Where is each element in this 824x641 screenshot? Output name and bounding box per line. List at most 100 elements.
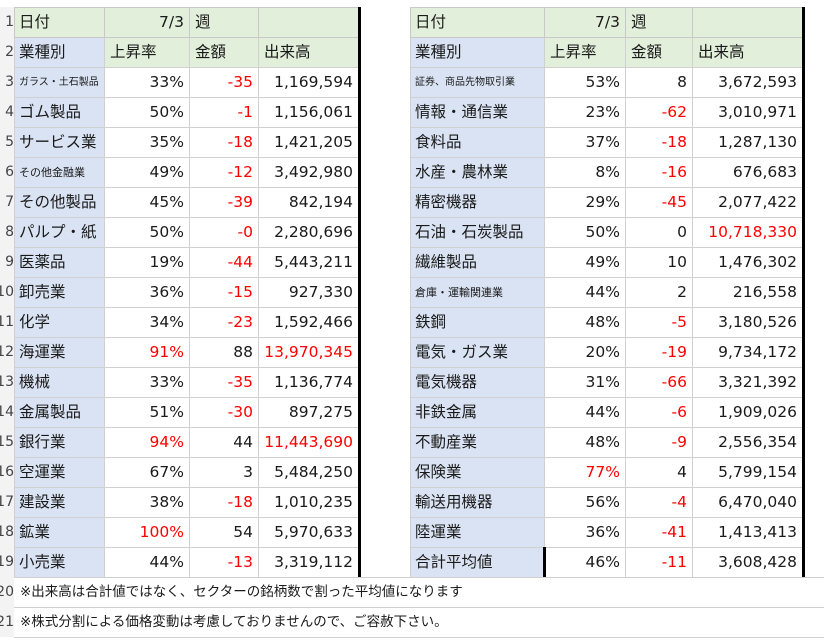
row-number[interactable]: 1: [0, 7, 14, 37]
rate-cell[interactable]: 44%: [544, 397, 626, 428]
sector-name-cell[interactable]: 金属製品: [14, 397, 105, 428]
amount-cell[interactable]: -1: [189, 97, 259, 128]
row-number[interactable]: 5: [0, 127, 14, 157]
volume-cell[interactable]: 897,275: [258, 397, 361, 428]
volume-cell[interactable]: 2,077,422: [692, 187, 805, 218]
amount-cell[interactable]: -44: [189, 247, 259, 278]
volume-cell[interactable]: 13,970,345: [258, 337, 361, 368]
rate-header-cell[interactable]: 上昇率: [544, 37, 626, 68]
rate-cell[interactable]: 51%: [104, 397, 190, 428]
date-label-cell[interactable]: 日付: [410, 7, 545, 38]
amount-cell[interactable]: -30: [189, 397, 259, 428]
sector-name-cell[interactable]: 機械: [14, 367, 105, 398]
volume-header-cell[interactable]: 出来高: [692, 37, 805, 68]
rate-cell[interactable]: 33%: [104, 67, 190, 98]
sector-name-cell[interactable]: 電気・ガス業: [410, 337, 545, 368]
rate-cell[interactable]: 67%: [104, 457, 190, 488]
amount-cell[interactable]: 8: [625, 67, 693, 98]
category-header-cell[interactable]: 業種別: [410, 37, 545, 68]
volume-cell[interactable]: 3,321,392: [692, 367, 805, 398]
date-label-cell[interactable]: 日付: [14, 7, 105, 38]
row-number[interactable]: 14: [0, 397, 14, 427]
rate-cell[interactable]: 46%: [543, 547, 626, 578]
rate-cell[interactable]: 29%: [544, 187, 626, 218]
volume-cell[interactable]: 2,556,354: [692, 427, 805, 458]
amount-header-cell[interactable]: 金額: [625, 37, 693, 68]
volume-cell[interactable]: 10,718,330: [692, 217, 805, 248]
row-number[interactable]: 7: [0, 187, 14, 217]
rate-cell[interactable]: 49%: [544, 247, 626, 278]
sector-name-cell[interactable]: 石油・石炭製品: [410, 217, 545, 248]
amount-cell[interactable]: 44: [189, 427, 259, 458]
volume-cell[interactable]: 3,492,980: [258, 157, 361, 188]
volume-cell[interactable]: 1,592,466: [258, 307, 361, 338]
amount-cell[interactable]: 4: [625, 457, 693, 488]
volume-cell[interactable]: 6,470,040: [692, 487, 805, 518]
row-number[interactable]: 18: [0, 517, 14, 547]
sector-name-cell[interactable]: 不動産業: [410, 427, 545, 458]
row-number[interactable]: 6: [0, 157, 14, 187]
volume-cell[interactable]: 1,476,302: [692, 247, 805, 278]
amount-cell[interactable]: -13: [189, 547, 259, 578]
amount-header-cell[interactable]: 金額: [189, 37, 259, 68]
rate-cell[interactable]: 44%: [544, 277, 626, 308]
volume-cell[interactable]: 3,672,593: [692, 67, 805, 98]
row-number[interactable]: 10: [0, 277, 14, 307]
amount-cell[interactable]: -66: [625, 367, 693, 398]
rate-cell[interactable]: 48%: [544, 307, 626, 338]
volume-cell[interactable]: 5,484,250: [258, 457, 361, 488]
volume-cell[interactable]: 3,319,112: [258, 547, 361, 578]
amount-cell[interactable]: -0: [189, 217, 259, 248]
rate-cell[interactable]: 34%: [104, 307, 190, 338]
rate-cell[interactable]: 31%: [544, 367, 626, 398]
rate-cell[interactable]: 19%: [104, 247, 190, 278]
sector-name-cell[interactable]: その他製品: [14, 187, 105, 218]
sector-name-cell[interactable]: 精密機器: [410, 187, 545, 218]
row-number[interactable]: 15: [0, 427, 14, 457]
amount-cell[interactable]: 54: [189, 517, 259, 548]
row-number[interactable]: 21: [0, 607, 14, 637]
rate-cell[interactable]: 53%: [544, 67, 626, 98]
volume-cell[interactable]: 2,280,696: [258, 217, 361, 248]
sector-name-cell[interactable]: 合計平均値: [410, 547, 545, 578]
row-number[interactable]: 3: [0, 67, 14, 97]
sector-name-cell[interactable]: 水産・農林業: [410, 157, 545, 188]
volume-cell[interactable]: 676,683: [692, 157, 805, 188]
header-empty-cell[interactable]: [258, 7, 361, 38]
rate-cell[interactable]: 36%: [104, 277, 190, 308]
amount-cell[interactable]: -41: [625, 517, 693, 548]
amount-cell[interactable]: 2: [625, 277, 693, 308]
amount-cell[interactable]: 10: [625, 247, 693, 278]
amount-cell[interactable]: -11: [625, 547, 693, 578]
row-number[interactable]: 2: [0, 37, 14, 67]
rate-cell[interactable]: 49%: [104, 157, 190, 188]
row-number[interactable]: 16: [0, 457, 14, 487]
amount-cell[interactable]: -16: [625, 157, 693, 188]
rate-cell[interactable]: 23%: [544, 97, 626, 128]
row-number[interactable]: 11: [0, 307, 14, 337]
sector-name-cell[interactable]: 銀行業: [14, 427, 105, 458]
amount-cell[interactable]: -18: [189, 127, 259, 158]
rate-cell[interactable]: 50%: [104, 217, 190, 248]
volume-cell[interactable]: 11,443,690: [258, 427, 361, 458]
sector-name-cell[interactable]: 小売業: [14, 547, 105, 578]
sector-name-cell[interactable]: 建設業: [14, 487, 105, 518]
rate-cell[interactable]: 91%: [104, 337, 190, 368]
amount-cell[interactable]: -19: [625, 337, 693, 368]
row-number[interactable]: 8: [0, 217, 14, 247]
amount-cell[interactable]: -9: [625, 427, 693, 458]
sector-name-cell[interactable]: 鉄鋼: [410, 307, 545, 338]
row-number[interactable]: 9: [0, 247, 14, 277]
amount-cell[interactable]: -18: [625, 127, 693, 158]
sector-name-cell[interactable]: 倉庫・運輸関連業: [410, 277, 545, 308]
volume-cell[interactable]: 3,010,971: [692, 97, 805, 128]
rate-cell[interactable]: 36%: [544, 517, 626, 548]
amount-cell[interactable]: -5: [625, 307, 693, 338]
volume-cell[interactable]: 1,287,130: [692, 127, 805, 158]
volume-cell[interactable]: 5,443,211: [258, 247, 361, 278]
date-value-cell[interactable]: 7/3: [544, 7, 626, 38]
rate-cell[interactable]: 56%: [544, 487, 626, 518]
sector-name-cell[interactable]: 医薬品: [14, 247, 105, 278]
sector-name-cell[interactable]: 空運業: [14, 457, 105, 488]
volume-cell[interactable]: 1,413,413: [692, 517, 805, 548]
